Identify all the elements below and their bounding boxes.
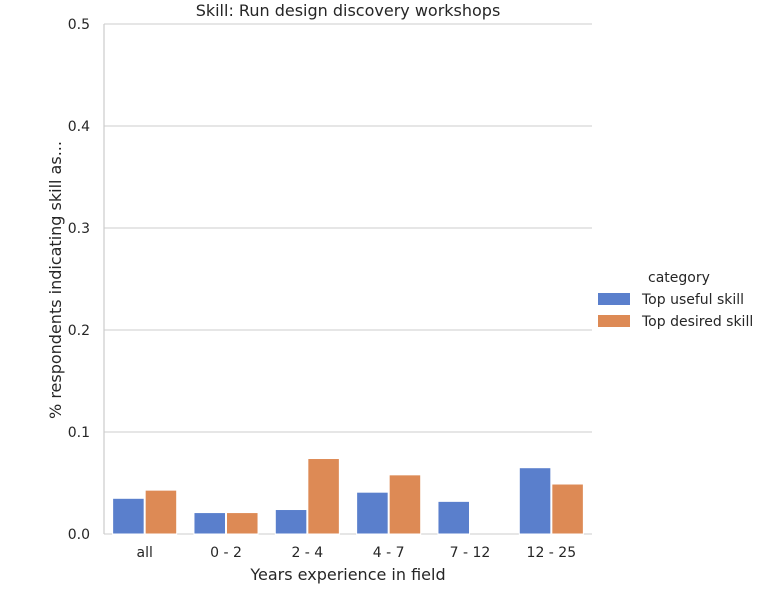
y-tick-label: 0.2: [68, 323, 90, 339]
bar: [144, 489, 178, 535]
axes-layer: 0.0 0.1 0.2 0.3 0.4 0.5 all 0 - 2 2 - 4 4 - 7 7 - …: [68, 17, 576, 561]
x-tick-label: 2 - 4: [291, 545, 323, 561]
bar: [437, 500, 471, 535]
legend-swatch: [598, 315, 630, 327]
x-tick-label: 7 - 12: [450, 545, 491, 561]
y-tick-label: 0.0: [68, 527, 90, 543]
chart-title: Skill: Run design discovery workshops: [196, 1, 501, 20]
bar: [274, 509, 308, 535]
bar: [388, 474, 422, 535]
x-axis-title: Years experience in field: [249, 565, 445, 584]
y-tick-label: 0.1: [68, 425, 90, 441]
legend-swatch: [598, 293, 630, 305]
bars-layer: [112, 458, 584, 535]
x-tick-label: 12 - 25: [527, 545, 577, 561]
bar: [551, 483, 584, 535]
legend-label: Top useful skill: [641, 292, 744, 308]
bar: [307, 458, 340, 535]
legend-label: Top desired skill: [641, 314, 753, 330]
y-tick-label: 0.3: [68, 221, 90, 237]
y-tick-label: 0.4: [68, 119, 90, 135]
bar: [112, 497, 145, 535]
legend: category Top useful skill Top desired ski…: [598, 270, 753, 330]
bar: [193, 512, 226, 535]
x-tick-label: 4 - 7: [373, 545, 405, 561]
bar: [226, 512, 259, 535]
y-axis-title: % respondents indicating skill as...: [46, 141, 65, 419]
grid-layer: [104, 23, 592, 535]
bar: [518, 467, 552, 535]
legend-title: category: [648, 270, 710, 286]
bar: [356, 491, 389, 535]
x-tick-label: all: [136, 545, 152, 561]
x-tick-label: 0 - 2: [210, 545, 242, 561]
y-tick-label: 0.5: [68, 17, 90, 33]
